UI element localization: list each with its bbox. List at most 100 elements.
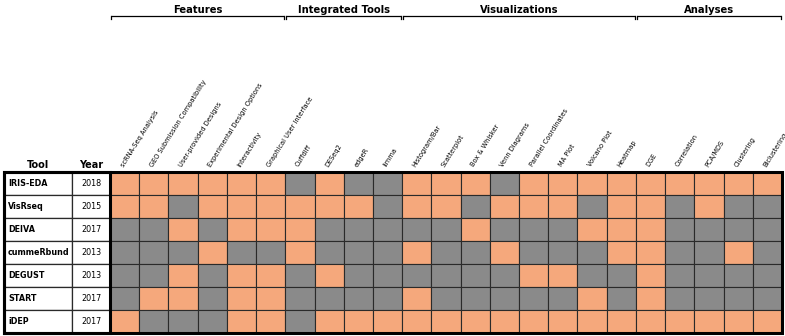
Bar [548, 241, 578, 264]
Bar [724, 172, 753, 195]
Bar [432, 264, 461, 287]
Bar [519, 310, 548, 333]
Bar [519, 218, 548, 241]
Bar [285, 195, 315, 218]
Bar [315, 172, 344, 195]
Bar [607, 195, 636, 218]
Bar [461, 218, 490, 241]
Bar [198, 218, 227, 241]
Bar [169, 310, 198, 333]
Bar [578, 172, 607, 195]
Bar [169, 172, 198, 195]
Bar [373, 287, 402, 310]
Text: Cuffdiff: Cuffdiff [295, 144, 313, 168]
Bar [4, 172, 110, 333]
Bar [315, 287, 344, 310]
Bar [695, 218, 724, 241]
Text: Heatmap: Heatmap [616, 139, 637, 168]
Bar [695, 195, 724, 218]
Bar [256, 264, 285, 287]
Bar [490, 264, 519, 287]
Bar [72, 264, 110, 287]
Bar [110, 195, 139, 218]
Bar [256, 287, 285, 310]
Bar [315, 241, 344, 264]
Text: Experimental Design Options: Experimental Design Options [207, 82, 264, 168]
Bar [432, 218, 461, 241]
Bar [548, 218, 578, 241]
Bar [578, 310, 607, 333]
Text: Tool: Tool [27, 160, 49, 170]
Text: DEIVA: DEIVA [8, 225, 35, 234]
Bar [198, 241, 227, 264]
Text: DESeq2: DESeq2 [324, 143, 343, 168]
Bar [373, 218, 402, 241]
Bar [753, 310, 782, 333]
Bar [753, 195, 782, 218]
Bar [110, 218, 139, 241]
Bar [139, 241, 169, 264]
Bar [344, 172, 373, 195]
Bar [432, 195, 461, 218]
Bar [169, 287, 198, 310]
Bar [373, 241, 402, 264]
Bar [432, 310, 461, 333]
Text: cummeRbund: cummeRbund [8, 248, 70, 257]
Text: 2018: 2018 [81, 179, 101, 188]
Bar [256, 310, 285, 333]
Bar [724, 287, 753, 310]
Bar [753, 218, 782, 241]
Bar [636, 172, 665, 195]
Bar [198, 264, 227, 287]
Bar [548, 172, 578, 195]
Bar [72, 218, 110, 241]
Bar [72, 241, 110, 264]
Text: iDEP: iDEP [8, 317, 28, 326]
Text: Year: Year [79, 160, 103, 170]
Bar [256, 241, 285, 264]
Bar [578, 264, 607, 287]
Text: Correlation: Correlation [674, 133, 699, 168]
Bar [344, 287, 373, 310]
Bar [4, 310, 72, 333]
Bar [4, 287, 72, 310]
Bar [256, 195, 285, 218]
Bar [695, 310, 724, 333]
Bar [139, 264, 169, 287]
Bar [402, 264, 432, 287]
Text: Analyses: Analyses [684, 5, 734, 15]
Bar [256, 172, 285, 195]
Text: Volcano Plot: Volcano Plot [587, 130, 614, 168]
Bar [578, 218, 607, 241]
Bar [490, 241, 519, 264]
Bar [373, 172, 402, 195]
Bar [285, 264, 315, 287]
Bar [607, 310, 636, 333]
Bar [636, 195, 665, 218]
Text: edgeR: edgeR [353, 147, 370, 168]
Bar [432, 172, 461, 195]
Text: 2017: 2017 [81, 294, 101, 303]
Bar [519, 264, 548, 287]
Bar [461, 195, 490, 218]
Bar [4, 218, 72, 241]
Bar [665, 310, 695, 333]
Bar [753, 241, 782, 264]
Bar [315, 310, 344, 333]
Text: DEGUST: DEGUST [8, 271, 45, 280]
Bar [139, 287, 169, 310]
Bar [227, 241, 256, 264]
Bar [665, 287, 695, 310]
Bar [461, 172, 490, 195]
Bar [490, 310, 519, 333]
Bar [72, 195, 110, 218]
Bar [344, 264, 373, 287]
Text: START: START [8, 294, 36, 303]
Bar [753, 172, 782, 195]
Bar [548, 264, 578, 287]
Bar [139, 310, 169, 333]
Bar [636, 287, 665, 310]
Bar [139, 172, 169, 195]
Bar [461, 287, 490, 310]
Bar [753, 264, 782, 287]
